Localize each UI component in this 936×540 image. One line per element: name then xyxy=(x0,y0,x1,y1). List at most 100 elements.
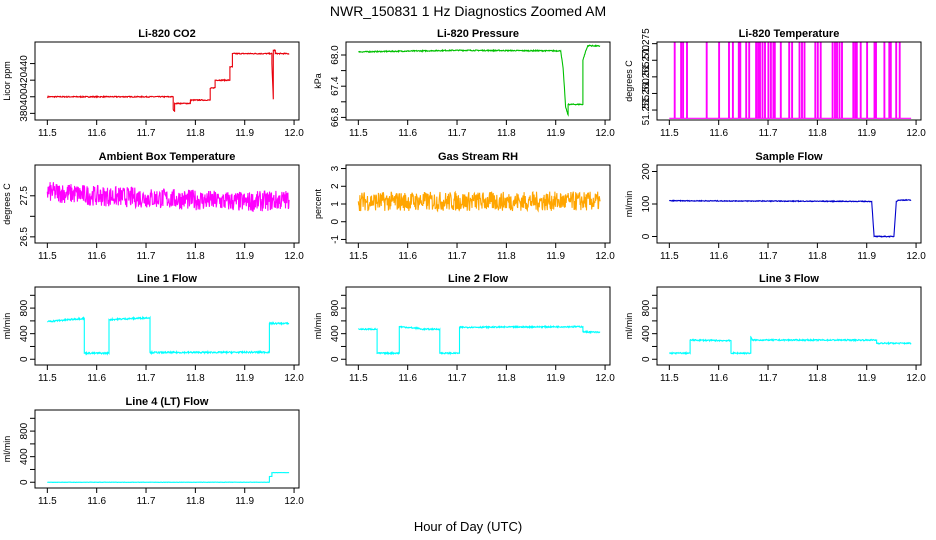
y-tick-label: 27.5 xyxy=(19,186,30,206)
panel-title: Li-820 Temperature xyxy=(739,28,840,40)
y-tick-label: 0 xyxy=(19,479,30,485)
series-line xyxy=(47,315,290,356)
x-tick-label: 11.8 xyxy=(497,373,516,384)
x-tick-label: 12.0 xyxy=(595,373,615,384)
x-tick-label: 11.8 xyxy=(186,496,205,507)
x-tick-label: 11.6 xyxy=(398,128,417,139)
series-line xyxy=(46,49,290,112)
y-tick-label: 26.5 xyxy=(19,227,30,247)
x-tick-label: 11.9 xyxy=(235,373,254,384)
x-tick-label: 11.9 xyxy=(235,128,254,139)
y-tick-label: 0 xyxy=(641,356,652,362)
panel-title: Line 2 Flow xyxy=(448,273,508,285)
panel-title: Li-820 CO2 xyxy=(138,28,195,40)
y-tick-label: 400 xyxy=(19,325,30,342)
y-axis-label: ml/min xyxy=(2,313,12,340)
x-tick-label: 11.8 xyxy=(497,128,516,139)
y-tick-label: 400 xyxy=(19,88,30,105)
figure-title: NWR_150831 1 Hz Diagnostics Zoomed AM xyxy=(330,3,606,19)
x-tick-label: 11.8 xyxy=(186,373,205,384)
series-line xyxy=(669,41,912,119)
y-tick-label: 0 xyxy=(330,356,341,362)
x-tick-label: 12.0 xyxy=(284,373,304,384)
x-tick-label: 11.5 xyxy=(38,251,57,262)
x-tick-label: 11.5 xyxy=(349,128,368,139)
x-tick-label: 12.0 xyxy=(595,251,615,262)
x-tick-label: 11.5 xyxy=(349,373,368,384)
y-tick-label: 68.0 xyxy=(330,45,341,65)
x-tick-label: 12.0 xyxy=(284,128,304,139)
x-tick-label: 11.8 xyxy=(808,128,827,139)
x-tick-label: 11.7 xyxy=(448,373,467,384)
plot-frame xyxy=(34,41,300,121)
x-tick-label: 11.9 xyxy=(235,496,254,507)
x-tick-label: 11.7 xyxy=(137,251,156,262)
series-line xyxy=(47,471,290,484)
y-tick-label: 420 xyxy=(19,71,30,88)
y-tick-label: 400 xyxy=(641,325,652,342)
y-tick-label: 440 xyxy=(19,55,30,72)
series-line xyxy=(357,324,601,356)
x-tick-label: 11.8 xyxy=(497,251,516,262)
x-tick-label: 11.5 xyxy=(349,251,368,262)
x-tick-label: 11.5 xyxy=(38,373,57,384)
x-tick-label: 11.5 xyxy=(660,128,679,139)
panel-title: Line 1 Flow xyxy=(137,273,197,285)
x-tick-label: 11.9 xyxy=(857,373,876,384)
x-tick-label: 11.8 xyxy=(808,373,827,384)
y-tick-label: 67.4 xyxy=(330,76,341,96)
panel-title: Gas Stream RH xyxy=(438,151,518,163)
plot-frame xyxy=(34,409,300,489)
y-tick-label: 800 xyxy=(19,422,30,439)
x-tick-label: 11.8 xyxy=(186,251,205,262)
x-tick-label: 12.0 xyxy=(906,251,926,262)
x-tick-label: 11.6 xyxy=(709,251,728,262)
x-tick-label: 11.7 xyxy=(448,128,467,139)
y-tick-label: 3 xyxy=(330,165,341,171)
panel: Li-820 Temperature 11.5 11.6 11.7 11.8 11.9 12… xyxy=(624,28,926,139)
x-tick-label: 12.0 xyxy=(906,373,926,384)
x-tick-label: 11.9 xyxy=(857,128,876,139)
y-axis-label: percent xyxy=(313,188,323,219)
panel-title: Line 3 Flow xyxy=(759,273,819,285)
x-tick-label: 11.6 xyxy=(87,128,106,139)
x-tick-label: 11.5 xyxy=(660,251,679,262)
y-tick-label: 800 xyxy=(641,299,652,316)
plot-frame xyxy=(345,286,611,366)
plot-frame xyxy=(656,164,922,244)
x-tick-label: 11.5 xyxy=(38,128,57,139)
plot-frame xyxy=(345,164,611,244)
y-axis-label: kPa xyxy=(313,73,323,89)
plot-frame xyxy=(656,41,922,121)
x-tick-label: 11.6 xyxy=(398,373,417,384)
y-tick-label: 51.255 xyxy=(641,94,652,125)
y-tick-label: 400 xyxy=(330,325,341,342)
x-tick-label: 11.8 xyxy=(808,251,827,262)
panel: Li-820 Pressure 11.5 11.6 11.7 11.8 11.9 12.0 6… xyxy=(313,28,615,139)
y-tick-label: 100 xyxy=(641,195,652,212)
y-tick-label: 51.265 xyxy=(641,61,652,92)
y-axis-label: ml/min xyxy=(313,313,323,340)
panel: Line 1 Flow 11.5 11.6 11.7 11.8 11.9 12.0 0 400 8… xyxy=(2,273,304,384)
panel: Ambient Box Temperature 11.5 11.6 11.7 11.8 1… xyxy=(2,151,304,262)
y-tick-label: 1 xyxy=(330,201,341,207)
series-line xyxy=(358,44,601,117)
x-tick-label: 11.7 xyxy=(137,496,156,507)
y-tick-label: 800 xyxy=(330,299,341,316)
x-axis-label: Hour of Day (UTC) xyxy=(414,519,522,534)
y-axis-label: degrees C xyxy=(624,60,634,102)
y-axis-label: ml/min xyxy=(624,191,634,218)
y-tick-label: 380 xyxy=(19,105,30,122)
x-tick-label: 11.5 xyxy=(38,496,57,507)
panel-title: Line 4 (LT) Flow xyxy=(126,396,209,408)
plot-frame xyxy=(345,41,611,121)
x-tick-label: 11.6 xyxy=(709,373,728,384)
x-tick-label: 11.7 xyxy=(448,251,467,262)
x-tick-label: 11.9 xyxy=(857,251,876,262)
panel: Line 2 Flow 11.5 11.6 11.7 11.8 11.9 12.0 0 400 8… xyxy=(313,273,615,384)
panel-title: Sample Flow xyxy=(755,151,823,163)
x-tick-label: 11.6 xyxy=(87,373,106,384)
x-tick-label: 12.0 xyxy=(284,251,304,262)
series-line xyxy=(669,335,912,356)
